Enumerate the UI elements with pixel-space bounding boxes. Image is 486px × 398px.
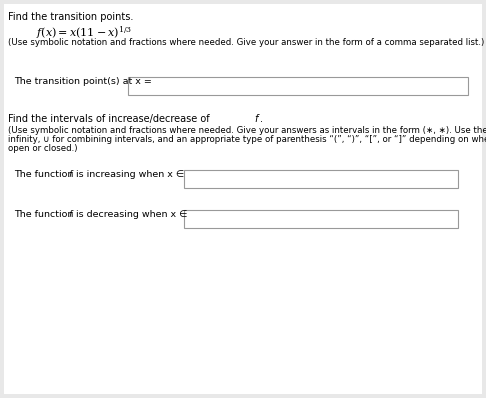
- Text: f: f: [254, 114, 258, 124]
- Text: is decreasing when x ∈: is decreasing when x ∈: [73, 210, 188, 219]
- Text: f: f: [68, 170, 71, 179]
- Text: (Use symbolic notation and fractions where needed. Give your answer in the form : (Use symbolic notation and fractions whe…: [8, 38, 484, 47]
- Text: The transition point(s) at x =: The transition point(s) at x =: [14, 77, 152, 86]
- Text: $f(x) = x(11-x)^{1/3}$: $f(x) = x(11-x)^{1/3}$: [36, 24, 132, 41]
- Bar: [128, 77, 468, 95]
- Text: The function: The function: [14, 210, 76, 219]
- Text: .: .: [260, 114, 263, 124]
- Text: f: f: [68, 210, 71, 219]
- Text: The function: The function: [14, 170, 76, 179]
- Bar: [184, 170, 458, 188]
- Text: Find the intervals of increase/decrease of: Find the intervals of increase/decrease …: [8, 114, 213, 124]
- Text: (Use symbolic notation and fractions where needed. Give your answers as interval: (Use symbolic notation and fractions whe…: [8, 126, 486, 135]
- Bar: [184, 210, 458, 228]
- Text: is increasing when x ∈: is increasing when x ∈: [73, 170, 184, 179]
- Text: open or closed.): open or closed.): [8, 144, 77, 153]
- Text: Find the transition points.: Find the transition points.: [8, 12, 133, 22]
- Text: infinity, ∪ for combining intervals, and an appropriate type of parenthesis “(”,: infinity, ∪ for combining intervals, and…: [8, 135, 486, 144]
